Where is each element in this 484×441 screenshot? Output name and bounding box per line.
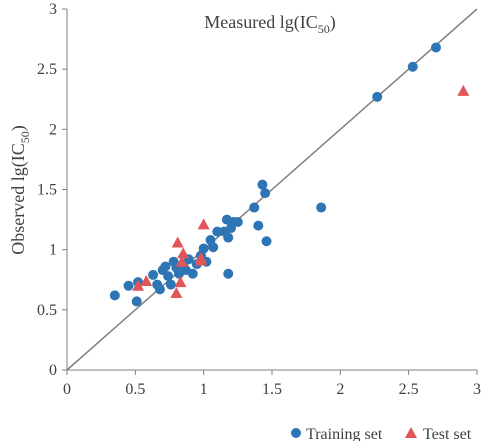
legend-test-label: Test set (423, 426, 472, 441)
test-point (170, 286, 183, 298)
training-point (257, 179, 268, 190)
training-point (316, 202, 327, 213)
y-tick-label: 1.5 (37, 182, 57, 199)
chart-title-close: ) (330, 12, 336, 33)
y-tick-label: 1 (49, 242, 57, 259)
x-tick-label: 1 (200, 381, 208, 398)
y-axis-ticks: 0 0.5 1 1.5 2 2.5 3 (37, 1, 67, 379)
test-point (177, 247, 190, 259)
training-point (223, 232, 234, 243)
training-point (232, 216, 243, 227)
training-point (154, 284, 165, 295)
training-point (187, 268, 198, 279)
x-tick-label: 0 (63, 381, 71, 398)
test-point (197, 218, 210, 230)
training-point (165, 279, 176, 290)
training-point (249, 202, 260, 213)
training-point (148, 269, 159, 280)
training-point (212, 226, 223, 237)
y-tick-label: 3 (49, 1, 57, 18)
chart-title-main: Measured lg(IC (204, 12, 317, 33)
legend-test-marker (405, 427, 417, 438)
legend: Training set Test set (291, 426, 472, 441)
test-point (194, 254, 207, 266)
training-point (223, 268, 234, 279)
test-point (175, 255, 188, 267)
training-point (160, 261, 171, 272)
x-tick-label: 2 (336, 381, 344, 398)
training-point (260, 188, 271, 199)
training-point (208, 242, 219, 253)
test-point (171, 236, 184, 248)
chart-title: Measured lg(IC50) (204, 12, 335, 36)
y-axis-title-subscript: 50 (18, 131, 32, 143)
y-tick-label: 0 (49, 362, 57, 379)
data-points (109, 42, 470, 307)
x-tick-label: 0.5 (125, 381, 145, 398)
x-axis-ticks: 0 0.5 1 1.5 2 2.5 3 (63, 370, 481, 398)
training-point (431, 42, 441, 53)
x-tick-label: 3 (473, 381, 481, 398)
y-axis-title-close: ) (8, 125, 29, 131)
training-point (261, 236, 272, 247)
training-point (109, 290, 120, 301)
test-point (132, 279, 145, 291)
test-point (457, 84, 470, 96)
training-point (163, 271, 174, 282)
x-tick-label: 2.5 (399, 381, 419, 398)
y-axis-title: Observed lg(IC50) (8, 125, 32, 254)
legend-training-label: Training set (306, 426, 383, 441)
x-tick-label: 1.5 (262, 381, 282, 398)
legend-training-marker (291, 428, 301, 438)
training-point (123, 280, 134, 291)
training-point (372, 91, 383, 102)
test-point (174, 276, 187, 288)
y-tick-label: 0.5 (37, 302, 57, 319)
training-point (198, 243, 209, 254)
y-tick-label: 2 (49, 121, 57, 138)
y-tick-label: 2.5 (37, 61, 57, 78)
training-point (253, 220, 264, 231)
chart-title-subscript: 50 (318, 22, 330, 36)
y-axis-title-main: Observed lg(IC (8, 143, 29, 254)
test-point (140, 274, 153, 286)
training-point (407, 61, 418, 72)
training-point (131, 296, 142, 307)
